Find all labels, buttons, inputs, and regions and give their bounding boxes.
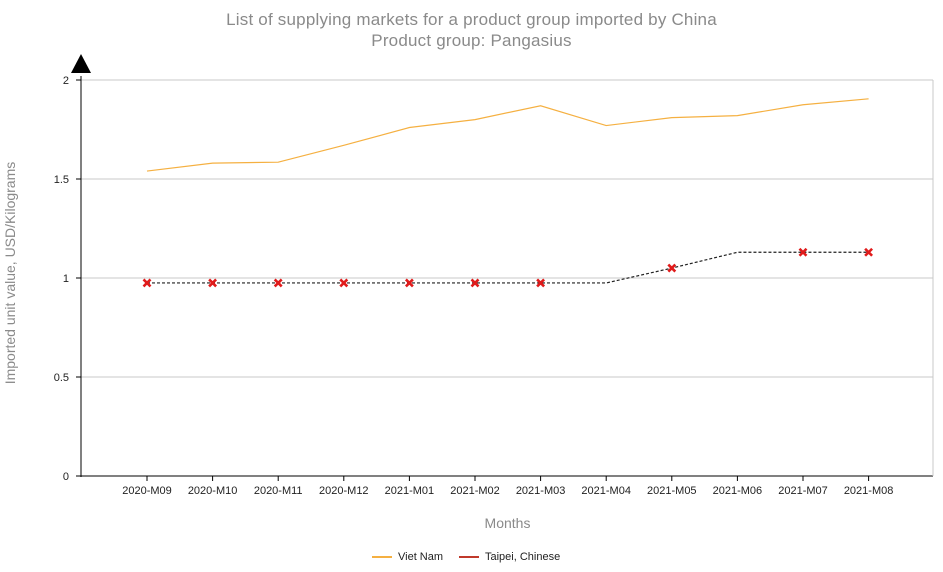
x-tick-label: 2021-M04 (581, 485, 631, 497)
data-point-marker (142, 278, 152, 288)
x-tick-label: 2021-M02 (450, 485, 500, 497)
legend: Viet Nam Taipei, Chinese (0, 551, 943, 567)
x-tick-label: 2021-M05 (647, 485, 697, 497)
data-point-marker (536, 278, 546, 288)
data-point-marker (470, 278, 480, 288)
marker-stroke (470, 278, 480, 288)
x-axis-label: Months (484, 515, 531, 531)
legend-label: Taipei, Chinese (485, 551, 561, 563)
chart-title: List of supplying markets for a product … (226, 10, 717, 29)
y-tick-label: 2 (63, 75, 69, 87)
x-tick-label: 2020-M09 (122, 485, 172, 497)
series-lines (142, 98, 874, 288)
series-line-2 (147, 251, 869, 284)
data-point-marker (404, 278, 414, 288)
chart-subtitle: Product group: Pangasius (371, 31, 572, 50)
y-tick-label: 1 (63, 273, 69, 285)
marker-stroke (273, 278, 283, 288)
marker-stroke (536, 278, 546, 288)
x-tick-label: 2021-M01 (385, 485, 435, 497)
legend-item-series-1[interactable]: Viet Nam (372, 551, 443, 563)
data-point-marker (864, 247, 874, 257)
x-tick-labels: 2020-M09 2020-M10 2020-M11 2020-M12 2021-M01… (122, 485, 893, 497)
y-tick-label: 0 (63, 471, 69, 483)
x-tick-label: 2021-M08 (844, 485, 894, 497)
y-tick-label: 1.5 (54, 174, 69, 186)
gridlines (81, 79, 933, 378)
legend-swatch (372, 556, 392, 558)
y-axis-arrow (71, 54, 91, 73)
y-tick-labels: 0 0.5 1 1.5 2 (54, 75, 69, 483)
marker-stroke (339, 278, 349, 288)
marker-stroke (142, 278, 152, 288)
data-point-marker (273, 278, 283, 288)
x-tick-label: 2021-M06 (713, 485, 763, 497)
x-tick-label: 2021-M07 (778, 485, 828, 497)
x-tick-label: 2020-M10 (188, 485, 238, 497)
legend-swatch (459, 556, 479, 558)
series-line-1 (146, 98, 869, 172)
x-tick-label: 2021-M03 (516, 485, 566, 497)
y-tick-label: 0.5 (54, 372, 69, 384)
x-tick-label: 2020-M11 (254, 485, 303, 497)
data-point-marker (667, 263, 677, 273)
marker-stroke (667, 263, 677, 273)
legend-item-series-2[interactable]: Taipei, Chinese (459, 551, 560, 563)
marker-stroke (864, 247, 874, 257)
legend-label: Viet Nam (398, 551, 444, 563)
x-tick-label: 2020-M12 (319, 485, 369, 497)
data-point-marker (208, 278, 218, 288)
axes (71, 54, 934, 481)
marker-stroke (404, 278, 414, 288)
line-chart: 00.511.52 2020-M09 2020-M10 2020-M11 2020-M… (54, 54, 934, 497)
data-point-marker (339, 278, 349, 288)
data-point-marker (798, 247, 808, 257)
marker-stroke (798, 247, 808, 257)
marker-stroke (208, 278, 218, 288)
